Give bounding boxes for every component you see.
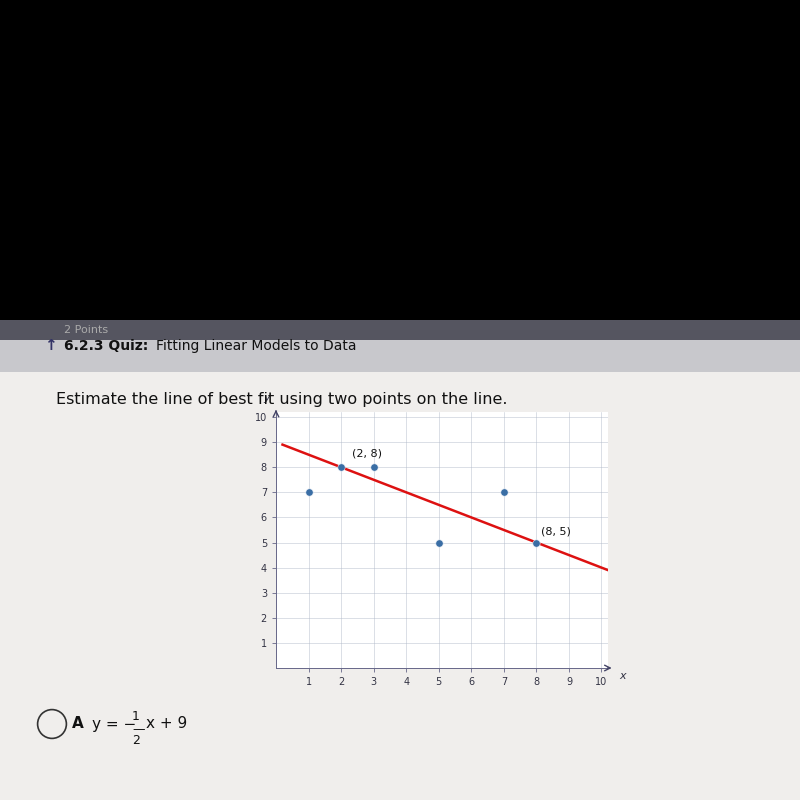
Text: ↑: ↑ — [44, 338, 57, 353]
Text: 2 Points: 2 Points — [64, 326, 108, 335]
Text: (2, 8): (2, 8) — [353, 449, 382, 458]
Text: 2: 2 — [132, 734, 140, 746]
Text: 1: 1 — [132, 710, 140, 722]
Text: Estimate the line of best fit using two points on the line.: Estimate the line of best fit using two … — [56, 392, 507, 407]
Point — [530, 536, 542, 549]
Text: x: x — [619, 670, 626, 681]
Point — [498, 486, 510, 498]
Text: y: y — [263, 394, 270, 403]
Text: Fitting Linear Models to Data: Fitting Linear Models to Data — [156, 338, 357, 353]
Point — [334, 461, 347, 474]
Point — [367, 461, 380, 474]
Text: 6.2.3 Quiz:: 6.2.3 Quiz: — [64, 338, 148, 353]
Point — [432, 536, 445, 549]
Point — [302, 486, 315, 498]
Text: A: A — [72, 717, 84, 731]
Text: y = −: y = − — [92, 717, 136, 731]
Text: —: — — [132, 723, 145, 736]
Text: x + 9: x + 9 — [146, 717, 188, 731]
Text: (8, 5): (8, 5) — [542, 526, 571, 536]
